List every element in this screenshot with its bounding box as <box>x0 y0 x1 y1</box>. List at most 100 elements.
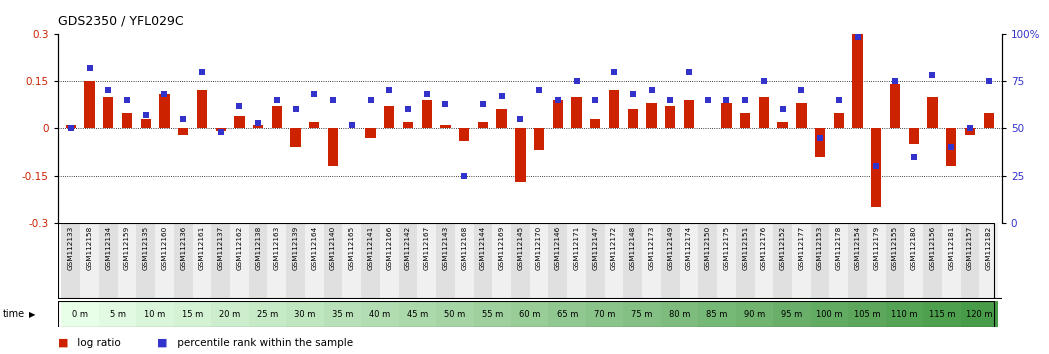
Bar <box>623 223 642 299</box>
Point <box>474 101 491 107</box>
Bar <box>234 116 244 128</box>
Bar <box>174 301 211 327</box>
Text: GSM112177: GSM112177 <box>798 225 805 269</box>
Bar <box>436 223 455 299</box>
Bar <box>211 223 230 299</box>
Text: 55 m: 55 m <box>481 310 502 319</box>
Bar <box>511 301 549 327</box>
Text: GSM112178: GSM112178 <box>836 225 842 269</box>
Text: ▶: ▶ <box>29 310 36 319</box>
Bar <box>215 128 226 131</box>
Point <box>886 78 903 84</box>
Text: GSM112151: GSM112151 <box>742 225 748 269</box>
Point <box>455 173 472 178</box>
Bar <box>684 100 694 128</box>
Bar <box>923 223 942 299</box>
Point <box>681 69 698 74</box>
Bar <box>740 113 750 128</box>
Bar <box>399 301 436 327</box>
Text: GSM112162: GSM112162 <box>236 225 242 269</box>
Point <box>774 107 791 112</box>
Text: GSM112167: GSM112167 <box>424 225 430 269</box>
Text: GSM112143: GSM112143 <box>443 225 449 269</box>
Bar <box>324 223 342 299</box>
Text: GSM112159: GSM112159 <box>124 225 130 269</box>
Bar <box>735 301 773 327</box>
Text: GSM112163: GSM112163 <box>274 225 280 269</box>
Bar <box>722 103 731 128</box>
Bar <box>961 223 980 299</box>
Bar <box>773 301 811 327</box>
Bar <box>718 223 735 299</box>
Text: log ratio: log ratio <box>74 338 122 348</box>
Bar <box>211 301 249 327</box>
Text: GSM112142: GSM112142 <box>405 225 411 269</box>
Bar <box>811 223 830 299</box>
Text: GSM112144: GSM112144 <box>479 225 486 269</box>
Text: percentile rank within the sample: percentile rank within the sample <box>174 338 354 348</box>
Text: 70 m: 70 m <box>594 310 616 319</box>
Bar <box>646 103 657 128</box>
Point <box>793 88 810 93</box>
Bar <box>849 301 885 327</box>
Text: 120 m: 120 m <box>966 310 992 319</box>
Point <box>700 97 716 103</box>
Point <box>868 163 884 169</box>
Point <box>231 103 248 108</box>
Text: GSM112139: GSM112139 <box>293 225 299 269</box>
Text: GSM112181: GSM112181 <box>948 225 955 269</box>
Point <box>962 125 979 131</box>
Text: GSM112182: GSM112182 <box>986 225 991 269</box>
Bar <box>272 106 282 128</box>
Text: GSM112168: GSM112168 <box>462 225 467 269</box>
Bar <box>473 301 511 327</box>
Text: GSM112140: GSM112140 <box>330 225 336 269</box>
Bar <box>141 119 151 128</box>
Bar <box>796 103 807 128</box>
Point <box>812 135 829 141</box>
Bar <box>866 223 885 299</box>
Bar <box>623 301 661 327</box>
Bar <box>361 301 399 327</box>
Text: GSM112146: GSM112146 <box>555 225 561 269</box>
Bar <box>178 128 189 135</box>
Bar <box>853 34 862 128</box>
Text: 0 m: 0 m <box>72 310 88 319</box>
Point <box>306 91 323 97</box>
Bar <box>99 223 117 299</box>
Bar <box>80 223 99 299</box>
Bar <box>946 128 957 166</box>
Bar <box>735 223 754 299</box>
Bar <box>661 223 680 299</box>
Bar <box>291 128 301 147</box>
Bar <box>66 125 76 128</box>
Point <box>287 107 304 112</box>
Text: GSM112158: GSM112158 <box>86 225 92 269</box>
Bar <box>365 128 376 138</box>
Bar <box>324 301 361 327</box>
Bar <box>811 301 849 327</box>
Point <box>100 88 116 93</box>
Bar <box>253 125 263 128</box>
Bar <box>961 301 998 327</box>
Bar <box>286 223 305 299</box>
Point <box>400 107 416 112</box>
Text: GSM112179: GSM112179 <box>873 225 879 269</box>
Bar <box>777 122 788 128</box>
Bar <box>103 97 113 128</box>
Bar <box>530 223 549 299</box>
Bar <box>197 91 207 128</box>
Bar <box>965 128 976 135</box>
Text: GSM112166: GSM112166 <box>386 225 392 269</box>
Bar <box>885 223 904 299</box>
Text: GSM112133: GSM112133 <box>68 225 73 269</box>
Bar <box>230 223 249 299</box>
Text: GSM112173: GSM112173 <box>648 225 655 269</box>
Point <box>175 116 192 122</box>
Text: 30 m: 30 m <box>295 310 316 319</box>
Bar <box>511 223 530 299</box>
Point <box>250 120 266 125</box>
Bar <box>792 223 811 299</box>
Text: GSM112150: GSM112150 <box>705 225 711 269</box>
Text: GSM112174: GSM112174 <box>686 225 692 269</box>
